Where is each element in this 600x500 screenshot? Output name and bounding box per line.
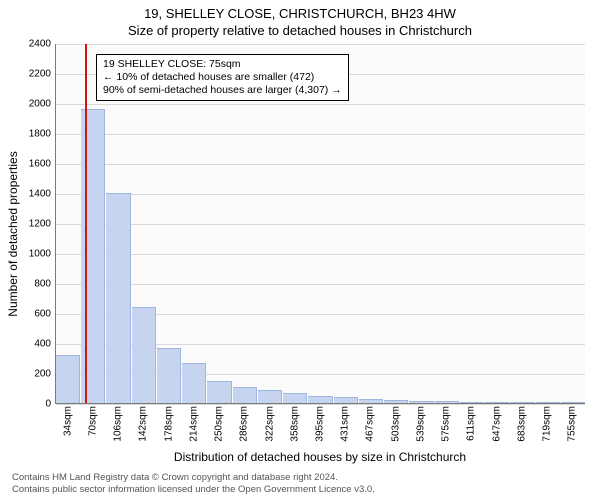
- chart-title: 19, SHELLEY CLOSE, CHRISTCHURCH, BH23 4H…: [0, 0, 600, 21]
- property-marker-line: [85, 44, 87, 403]
- histogram-bar: [283, 393, 307, 404]
- histogram-bar: [56, 355, 80, 403]
- x-tick-label: 431sqm: [340, 406, 351, 442]
- histogram-bar: [157, 348, 181, 404]
- x-tick-label: 106sqm: [113, 406, 124, 442]
- x-tick-label: 647sqm: [491, 406, 502, 442]
- annotation-box: 19 SHELLEY CLOSE: 75sqm ← 10% of detache…: [96, 54, 349, 101]
- attribution-line2: Contains public sector information licen…: [12, 484, 375, 496]
- annotation-line2: ← 10% of detached houses are smaller (47…: [103, 71, 342, 84]
- x-tick-label: 575sqm: [441, 406, 452, 442]
- histogram-bar: [536, 402, 560, 403]
- histogram-bar: [460, 402, 484, 404]
- x-tick-label: 214sqm: [188, 406, 199, 442]
- histogram-bar: [182, 363, 206, 404]
- attribution: Contains HM Land Registry data © Crown c…: [12, 472, 375, 496]
- annotation-line1: 19 SHELLEY CLOSE: 75sqm: [103, 58, 342, 71]
- histogram-bar: [334, 397, 358, 403]
- histogram-bar: [258, 390, 282, 403]
- y-axis-label: Number of detached properties: [6, 151, 20, 316]
- histogram-bar: [233, 387, 257, 404]
- annotation-line3: 90% of semi-detached houses are larger (…: [103, 84, 342, 97]
- x-axis-label: Distribution of detached houses by size …: [55, 450, 585, 464]
- y-tick-label: 1200: [11, 219, 51, 230]
- x-tick-label: 683sqm: [516, 406, 527, 442]
- histogram-bar: [409, 401, 433, 403]
- histogram-bar: [207, 381, 231, 404]
- x-tick-label: 142sqm: [138, 406, 149, 442]
- y-tick-label: 1400: [11, 189, 51, 200]
- x-tick-label: 286sqm: [239, 406, 250, 442]
- y-tick-label: 1000: [11, 249, 51, 260]
- y-tick-label: 800: [11, 279, 51, 290]
- y-tick-label: 1800: [11, 129, 51, 140]
- histogram-bar: [308, 396, 332, 404]
- x-tick-label: 719sqm: [542, 406, 553, 442]
- histogram-bar: [132, 307, 156, 403]
- chart-subtitle: Size of property relative to detached ho…: [0, 21, 600, 38]
- x-tick-label: 503sqm: [390, 406, 401, 442]
- gridline: [56, 404, 585, 405]
- y-tick-label: 600: [11, 309, 51, 320]
- histogram-bar: [561, 402, 585, 403]
- x-tick-label: 467sqm: [365, 406, 376, 442]
- histogram-bar: [435, 401, 459, 403]
- histogram-bar: [485, 402, 509, 403]
- histogram-bar: [359, 399, 383, 403]
- x-tick-label: 322sqm: [264, 406, 275, 442]
- chart-area: Number of detached properties 19 SHELLEY…: [55, 44, 585, 424]
- y-tick-label: 2400: [11, 39, 51, 50]
- histogram-bar: [106, 193, 130, 403]
- y-tick-label: 2000: [11, 99, 51, 110]
- y-tick-label: 1600: [11, 159, 51, 170]
- x-tick-label: 539sqm: [415, 406, 426, 442]
- histogram-bar: [510, 402, 534, 403]
- x-tick-label: 611sqm: [466, 406, 477, 441]
- chart-container: 19, SHELLEY CLOSE, CHRISTCHURCH, BH23 4H…: [0, 0, 600, 500]
- x-tick-label: 755sqm: [567, 406, 578, 442]
- x-tick-label: 358sqm: [289, 406, 300, 442]
- x-tick-label: 70sqm: [87, 406, 98, 436]
- y-tick-label: 0: [11, 399, 51, 410]
- y-tick-label: 200: [11, 369, 51, 380]
- x-tick-label: 395sqm: [315, 406, 326, 442]
- histogram-bar: [384, 400, 408, 403]
- y-tick-label: 400: [11, 339, 51, 350]
- y-tick-label: 2200: [11, 69, 51, 80]
- x-tick-label: 178sqm: [163, 406, 174, 442]
- attribution-line1: Contains HM Land Registry data © Crown c…: [12, 472, 375, 484]
- x-tick-label: 250sqm: [214, 406, 225, 442]
- plot-region: 19 SHELLEY CLOSE: 75sqm ← 10% of detache…: [55, 44, 585, 404]
- x-tick-label: 34sqm: [62, 406, 73, 436]
